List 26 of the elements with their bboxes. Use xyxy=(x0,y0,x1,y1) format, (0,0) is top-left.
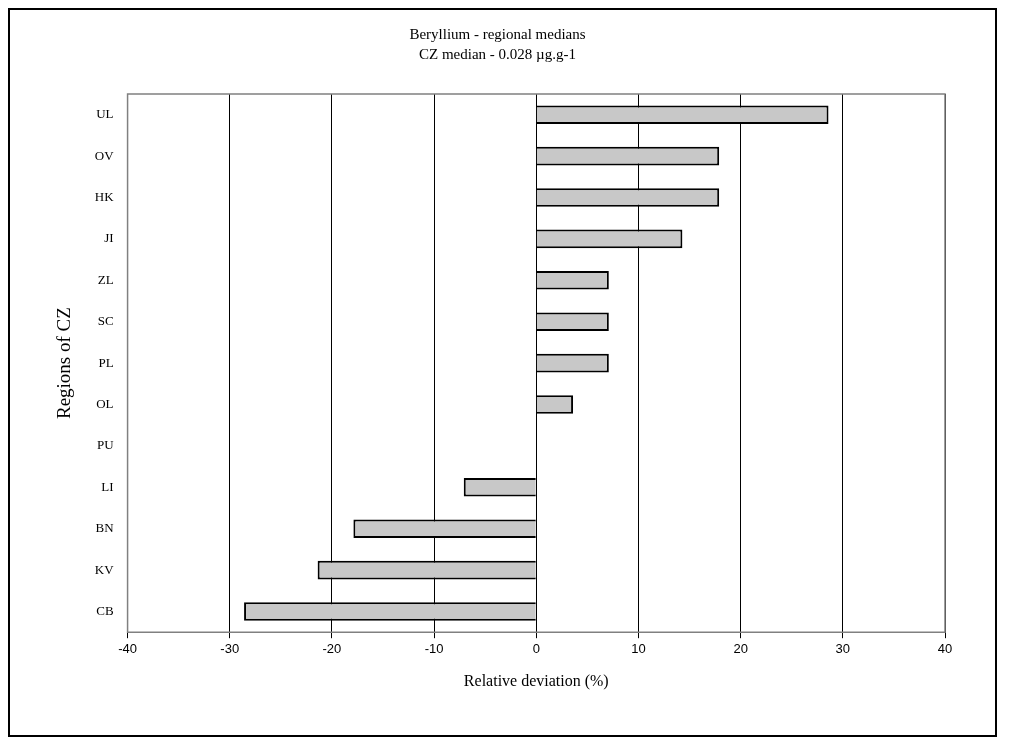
y-tick-label: KV xyxy=(94,561,115,577)
x-tick-label: 30 xyxy=(835,640,851,656)
y-tick-label: ZL xyxy=(97,271,114,287)
y-tick-label: PU xyxy=(96,437,115,453)
x-tick-label: -40 xyxy=(118,640,137,656)
y-tick-label: PL xyxy=(98,354,114,370)
y-axis-title: Regions of CZ xyxy=(53,307,75,420)
x-tick-label: 0 xyxy=(532,640,540,656)
y-tick-label: CB xyxy=(96,602,114,618)
x-tick-label: -20 xyxy=(322,640,342,656)
y-tick-label: HK xyxy=(94,188,115,204)
x-tick-label: 40 xyxy=(937,640,953,656)
x-tick-label: -30 xyxy=(220,640,240,656)
x-tick-label: 20 xyxy=(733,640,748,656)
y-tick-label: LI xyxy=(101,478,114,494)
x-axis-title: Relative deviation (%) xyxy=(463,671,609,690)
chart-title: Beryllium - regional medians xyxy=(409,25,586,42)
y-tick-label: BN xyxy=(95,520,115,536)
y-tick-label: JI xyxy=(104,230,114,246)
x-tick-label: -10 xyxy=(424,640,444,656)
y-tick-label: SC xyxy=(97,313,114,329)
x-tick-label: 10 xyxy=(631,640,646,656)
y-tick-label: OV xyxy=(94,147,115,163)
y-tick-label: UL xyxy=(96,106,114,122)
y-tick-label: OL xyxy=(96,395,114,411)
chart-subtitle: CZ median - 0.028 µg.g-1 xyxy=(419,45,576,62)
